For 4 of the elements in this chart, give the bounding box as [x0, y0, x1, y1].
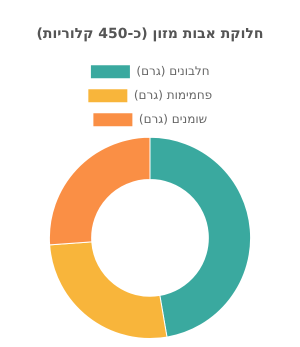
chart-title: חלוקת אבות מזון (כ-450 קלוריות) — [36, 26, 264, 42]
legend-label: שומנים (גרם) — [138, 112, 208, 126]
legend-label: פחמימות (גרם) — [134, 88, 212, 102]
legend-label: חלבונים (גרם) — [136, 64, 210, 78]
